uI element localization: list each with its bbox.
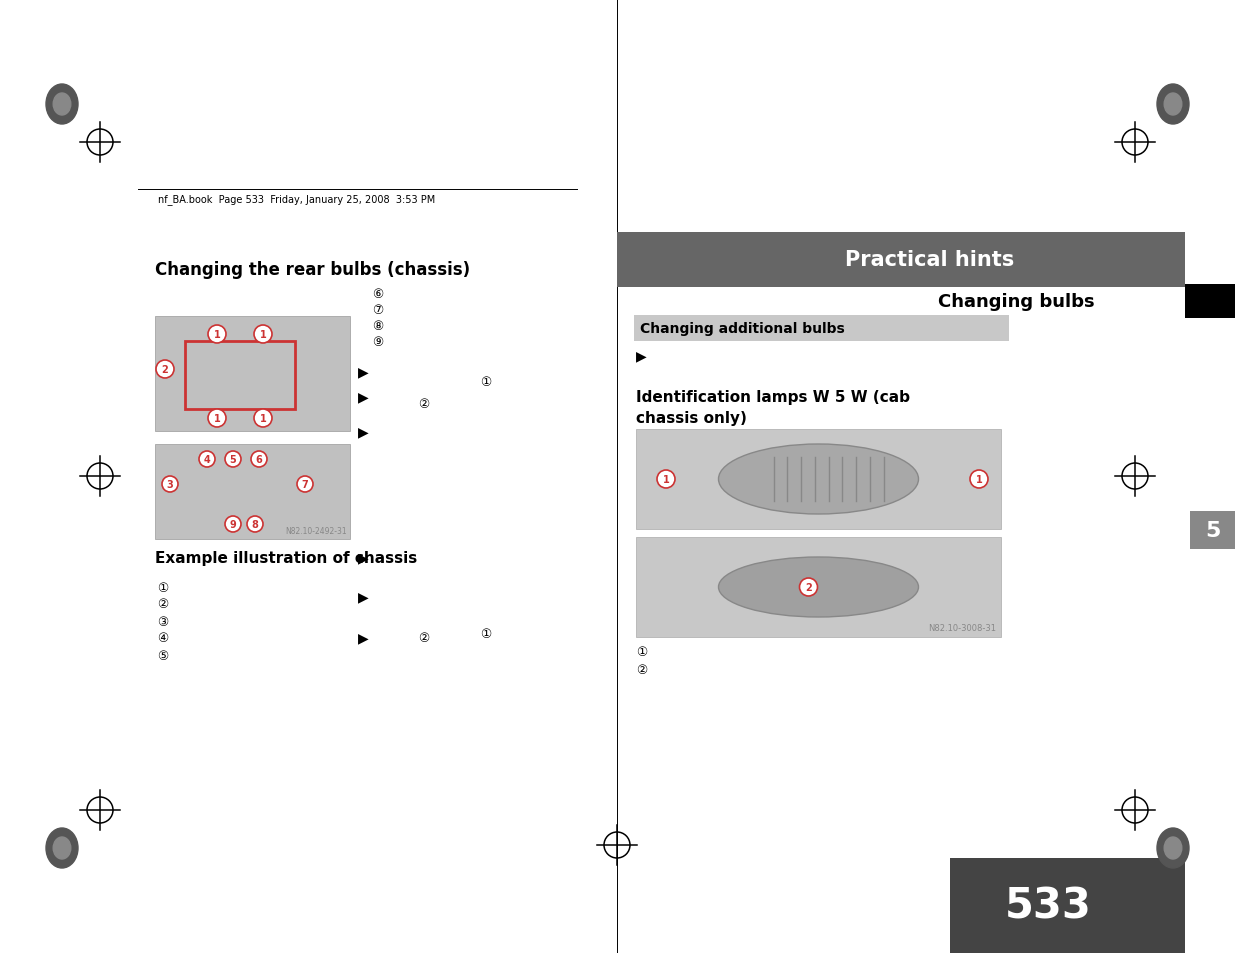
- FancyBboxPatch shape: [950, 858, 1186, 953]
- Text: ▶: ▶: [358, 365, 368, 378]
- Text: ①: ①: [636, 646, 647, 659]
- Circle shape: [247, 517, 263, 533]
- Text: ①: ①: [157, 581, 169, 594]
- Text: 2: 2: [805, 582, 811, 593]
- Text: ▶: ▶: [358, 424, 368, 438]
- Text: Changing the rear bulbs (chassis): Changing the rear bulbs (chassis): [156, 261, 471, 278]
- Text: 1: 1: [259, 330, 267, 339]
- Text: ④: ④: [157, 632, 169, 645]
- Ellipse shape: [719, 558, 919, 618]
- Circle shape: [969, 471, 988, 489]
- Text: 3: 3: [167, 479, 173, 490]
- Text: ②: ②: [417, 631, 430, 644]
- Text: ②: ②: [157, 598, 169, 611]
- Ellipse shape: [53, 94, 70, 116]
- Text: 1: 1: [259, 414, 267, 423]
- Ellipse shape: [1157, 85, 1189, 125]
- Text: ②: ②: [636, 662, 647, 676]
- Ellipse shape: [1165, 837, 1182, 859]
- Text: 1: 1: [663, 475, 669, 484]
- Text: ⑨: ⑨: [373, 336, 384, 349]
- Text: Identification lamps W 5 W (cab
chassis only): Identification lamps W 5 W (cab chassis …: [636, 390, 910, 426]
- Text: N82.10-3008-31: N82.10-3008-31: [927, 623, 995, 633]
- Text: ▶: ▶: [636, 349, 647, 363]
- Circle shape: [657, 471, 676, 489]
- Ellipse shape: [46, 828, 78, 868]
- Text: 2: 2: [162, 365, 168, 375]
- Text: 5: 5: [1205, 520, 1220, 540]
- Text: N82.10-2492-31: N82.10-2492-31: [285, 526, 347, 536]
- Text: 4: 4: [204, 455, 210, 464]
- Text: 8: 8: [252, 519, 258, 530]
- FancyBboxPatch shape: [1186, 285, 1235, 318]
- Text: 7: 7: [301, 479, 309, 490]
- Ellipse shape: [1165, 94, 1182, 116]
- Text: 5: 5: [230, 455, 236, 464]
- Text: Changing bulbs: Changing bulbs: [939, 293, 1095, 311]
- FancyBboxPatch shape: [156, 444, 350, 539]
- Text: ②: ②: [417, 398, 430, 411]
- Text: ⑧: ⑧: [373, 320, 384, 334]
- Text: ⑥: ⑥: [373, 288, 384, 301]
- Text: ▶: ▶: [358, 551, 368, 564]
- Text: ①: ①: [480, 628, 492, 640]
- Text: 533: 533: [1005, 884, 1092, 926]
- Text: ⑤: ⑤: [157, 649, 169, 661]
- FancyBboxPatch shape: [618, 233, 1186, 288]
- FancyBboxPatch shape: [636, 430, 1002, 530]
- Text: Example illustration of chassis: Example illustration of chassis: [156, 550, 417, 565]
- Circle shape: [225, 452, 241, 468]
- Text: 6: 6: [256, 455, 262, 464]
- Circle shape: [254, 410, 272, 428]
- Text: nf_BA.book  Page 533  Friday, January 25, 2008  3:53 PM: nf_BA.book Page 533 Friday, January 25, …: [158, 194, 435, 205]
- Text: ▶: ▶: [358, 589, 368, 603]
- FancyBboxPatch shape: [156, 316, 350, 432]
- Text: ①: ①: [480, 376, 492, 389]
- Text: ③: ③: [157, 615, 169, 628]
- Text: ▶: ▶: [358, 390, 368, 403]
- Ellipse shape: [1157, 828, 1189, 868]
- Ellipse shape: [719, 444, 919, 515]
- FancyBboxPatch shape: [1191, 512, 1235, 550]
- FancyBboxPatch shape: [634, 315, 1009, 341]
- FancyBboxPatch shape: [636, 537, 1002, 638]
- Text: Practical hints: Practical hints: [846, 251, 1015, 271]
- Circle shape: [251, 452, 267, 468]
- Text: 9: 9: [230, 519, 236, 530]
- Text: 1: 1: [214, 330, 220, 339]
- Ellipse shape: [46, 85, 78, 125]
- Circle shape: [156, 360, 174, 378]
- Circle shape: [225, 517, 241, 533]
- Circle shape: [799, 578, 818, 597]
- Circle shape: [207, 326, 226, 344]
- Ellipse shape: [53, 837, 70, 859]
- Circle shape: [162, 476, 178, 493]
- Text: ⑦: ⑦: [373, 304, 384, 317]
- Text: Changing additional bulbs: Changing additional bulbs: [640, 322, 845, 335]
- Text: 1: 1: [214, 414, 220, 423]
- Circle shape: [296, 476, 312, 493]
- Circle shape: [254, 326, 272, 344]
- Text: ▶: ▶: [358, 630, 368, 644]
- Circle shape: [199, 452, 215, 468]
- Circle shape: [207, 410, 226, 428]
- Text: 1: 1: [976, 475, 982, 484]
